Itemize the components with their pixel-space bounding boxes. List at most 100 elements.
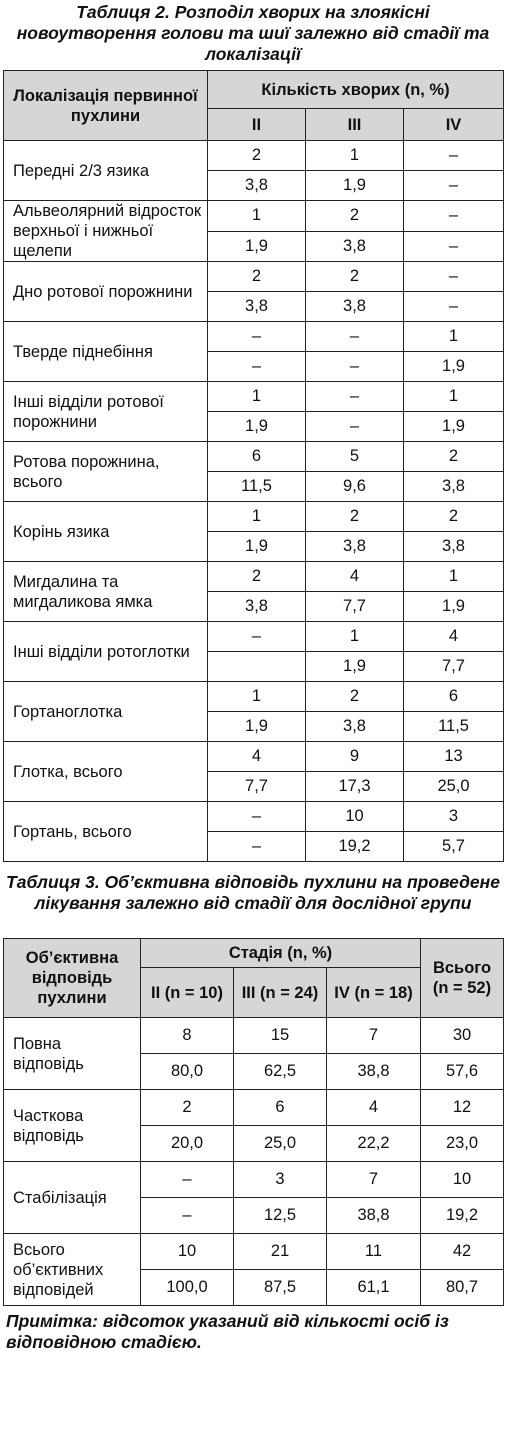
count-cell: – — [305, 321, 404, 352]
percent-cell: – — [305, 351, 404, 382]
percent-cell: 1,9 — [207, 711, 306, 742]
percent-cell: 100,0 — [140, 1269, 234, 1306]
row-label: Тверде піднебіння — [3, 321, 208, 382]
count-cell: 1 — [402, 561, 505, 592]
count-cell: 4 — [402, 621, 505, 652]
table-row: Корінь язика 1 2 2 — [3, 501, 505, 562]
percent-cell: 3,8 — [402, 471, 505, 502]
table-row: Дно ротової порожнини 2 2– — [3, 261, 505, 322]
percent-cell: 9,6 — [305, 471, 404, 502]
count-cell: 12 — [420, 1089, 504, 1126]
row-label: Повна відповідь — [3, 1017, 141, 1090]
table-row: Глотка, всього 4 9 13 — [3, 741, 505, 802]
count-cell: 9 — [305, 741, 404, 772]
table-row: Повна відповідь 8 15 7 30 — [3, 1017, 504, 1090]
count-cell: 4 — [326, 1089, 421, 1126]
table-row: Гортаноглотка 1 2 6 — [3, 681, 505, 742]
count-cell: 2 — [207, 261, 306, 292]
table-row: Альвеолярний відросток верхньої і нижньо… — [3, 200, 505, 262]
percent-cell: 3,8 — [305, 711, 404, 742]
header-response: Об’єктивна відповідь пухлини — [3, 938, 141, 1018]
percent-cell: 1,9 — [207, 531, 306, 562]
count-cell: – — [207, 621, 306, 652]
percent-cell: 80,0 — [140, 1053, 234, 1090]
row-label: Глотка, всього — [3, 741, 208, 802]
count-cell: – — [207, 801, 306, 832]
percent-cell: 5,7 — [402, 831, 505, 862]
row-label: Передні 2/3 язика — [3, 140, 208, 201]
percent-cell: 11,5 — [207, 471, 306, 502]
count-cell: – — [402, 200, 505, 232]
table-row: Інші відділи ротоглотки –1 4 — [3, 621, 505, 682]
count-cell: 2 — [305, 501, 404, 532]
table-row: 80,0 62,5 38,8 57,6 — [4, 1053, 504, 1090]
count-cell: – — [402, 261, 505, 292]
header-location: Локалізація первинної пухлини — [3, 70, 208, 141]
table-row: Гортань, всього –10 3 — [3, 801, 505, 862]
count-cell: – — [305, 381, 404, 412]
count-cell: 10 — [140, 1233, 234, 1270]
row-label: Часткова відповідь — [3, 1089, 141, 1162]
header-total: Всього (n = 52) — [420, 938, 504, 1018]
row-label: Інші відділи ротової порожнини — [3, 381, 208, 442]
percent-cell: 1,9 — [402, 591, 505, 622]
count-cell: 30 — [420, 1017, 504, 1054]
row-label: Мигдалина та мигдаликова ямка — [3, 561, 208, 622]
percent-cell — [207, 651, 306, 682]
percent-cell: 3,8 — [207, 591, 306, 622]
row-label: Стабілізація — [3, 1161, 141, 1234]
row-label: Альвеолярний відросток верхньої і нижньо… — [3, 200, 208, 262]
count-cell: – — [207, 321, 306, 352]
row-label: Гортань, всього — [3, 801, 208, 862]
count-cell: 42 — [420, 1233, 504, 1270]
table-row: 7,7 17,3 25,0 — [4, 771, 505, 802]
header-count: Кількість хворих (n, %) — [206, 70, 505, 109]
table-row: Тверде піднебіння – –1 — [3, 321, 505, 382]
table2-body: Передні 2/3 язика 2 1–3,8 1,9– Альвеолярний … — [3, 140, 505, 862]
table-row: Передні 2/3 язика 2 1– — [3, 140, 505, 201]
table-row: Інші відділи ротової порожнини 1–1 — [3, 381, 505, 442]
percent-cell: 11,5 — [402, 711, 505, 742]
count-cell: 1 — [305, 140, 404, 171]
count-cell: 6 — [402, 681, 505, 712]
count-cell: 13 — [402, 741, 505, 772]
percent-cell: – — [207, 831, 306, 862]
percent-cell: 1,9 — [305, 170, 404, 201]
table-row: –19,2 5,7 — [4, 831, 505, 862]
header-stage: II (n = 10) — [140, 967, 234, 1018]
count-cell: 2 — [402, 441, 505, 472]
percent-cell: 7,7 — [402, 651, 505, 682]
row-label: Ротова порожнина, всього — [3, 441, 208, 502]
percent-cell: 3,8 — [305, 230, 404, 262]
count-cell: 7 — [326, 1017, 421, 1054]
count-cell: 10 — [305, 801, 404, 832]
count-cell: 1 — [305, 621, 404, 652]
count-cell: 2 — [207, 140, 306, 171]
percent-cell: 62,5 — [233, 1053, 327, 1090]
table-row: 3,8 7,7 1,9 — [4, 591, 505, 622]
row-label: Корінь язика — [3, 501, 208, 562]
percent-cell: 3,8 — [402, 531, 505, 562]
count-cell: 6 — [233, 1089, 327, 1126]
percent-cell: – — [305, 411, 404, 442]
row-label: Всього об’єктивних відповідей — [3, 1233, 141, 1306]
percent-cell: – — [207, 351, 306, 382]
count-cell: 2 — [207, 561, 306, 592]
count-cell: 1 — [402, 381, 505, 412]
percent-cell: 12,5 — [233, 1197, 327, 1234]
count-cell: 1 — [207, 501, 306, 532]
count-cell: 1 — [207, 381, 306, 412]
percent-cell: 25,0 — [402, 771, 505, 802]
count-cell: – — [402, 140, 505, 171]
table-row: Ротова порожнина, всього 6 5 2 — [3, 441, 505, 502]
percent-cell: 3,8 — [207, 291, 306, 322]
percent-cell: 1,9 — [207, 230, 306, 262]
row-label: Гортаноглотка — [3, 681, 208, 742]
percent-cell: 19,2 — [305, 831, 404, 862]
table-row: Мигдалина та мигдаликова ямка 2 4 1 — [3, 561, 505, 622]
count-cell: 21 — [233, 1233, 327, 1270]
percent-cell: 25,0 — [233, 1125, 327, 1162]
header-stage: IV — [402, 108, 505, 141]
count-cell: 11 — [326, 1233, 421, 1270]
table3: Об’єктивна відповідь пухлини Стадія (n, … — [3, 938, 504, 1306]
